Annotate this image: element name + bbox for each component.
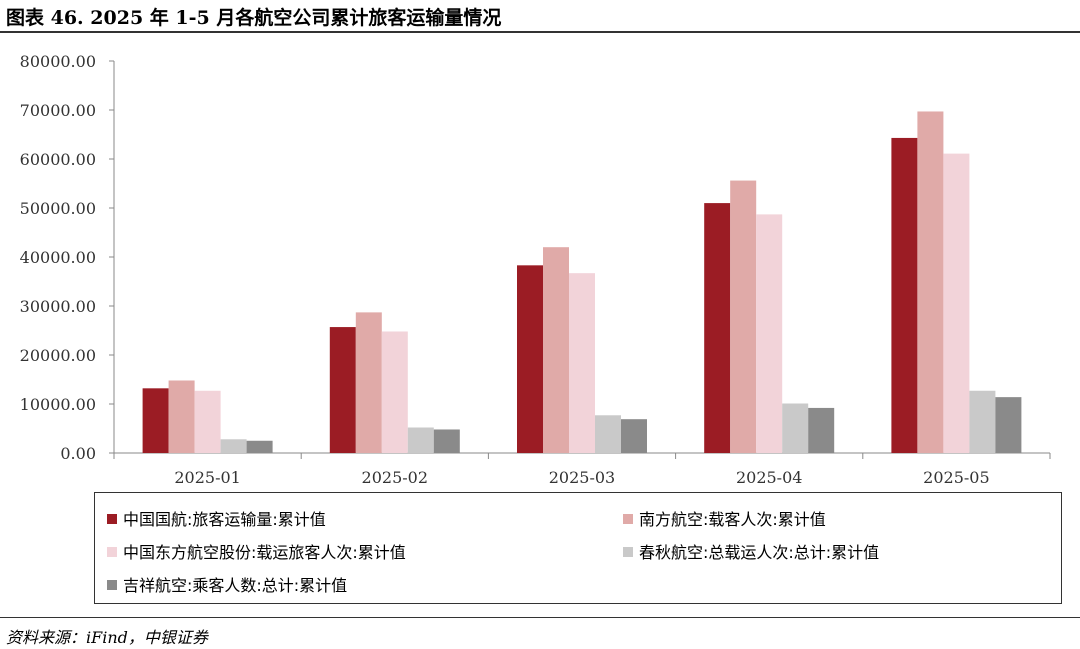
title-bar: 图表 46. 2025 年 1-5 月各航空公司累计旅客运输量情况 [0,0,1080,33]
bar-2025-01-series-1 [168,380,195,453]
legend-label-spring-airlines: 春秋航空:总载运人次:总计:累计值 [639,543,880,562]
y-tick-label: 20000.00 [20,346,96,365]
y-tick-label: 70000.00 [20,101,96,120]
bar-2025-01-series-4 [246,440,273,453]
x-tick-label: 2025-05 [923,468,989,487]
bar-2025-03-series-1 [543,247,569,453]
bar-2025-03-series-4 [621,419,647,453]
bar-2025-05-series-4 [995,397,1022,453]
bar-2025-04-series-3 [782,403,809,453]
y-tick-label: 30000.00 [20,297,96,316]
bar-2025-04-series-2 [756,214,783,453]
legend-label-air-china: 中国国航:旅客运输量:累计值 [123,510,326,529]
bar-2025-05-series-0 [891,137,918,453]
y-tick-label: 60000.00 [20,150,96,169]
y-tick-label: 0.00 [60,444,96,463]
legend-swatch-air-china [107,514,117,524]
y-tick-label: 40000.00 [20,248,96,267]
bar-2025-02-series-2 [381,331,408,453]
legend-item-spring-airlines: 春秋航空:总载运人次:总计:累计值 [623,539,879,563]
bar-2025-05-series-1 [917,111,944,453]
y-tick-label: 50000.00 [20,199,96,218]
legend-item-china-southern: 南方航空:载客人次:累计值 [623,506,826,530]
legend-swatch-china-eastern [107,547,117,557]
bar-2025-02-series-3 [407,427,434,453]
x-tick-label: 2025-01 [174,468,240,487]
bar-2025-03-series-2 [569,273,595,453]
legend-label-juneyao: 吉祥航空:乘客人数:总计:累计值 [123,576,348,595]
legend-swatch-spring-airlines [623,547,633,557]
bar-2025-01-series-0 [142,388,169,453]
bar-2025-01-series-2 [194,390,221,453]
bar-2025-01-series-3 [220,439,247,453]
legend-item-juneyao: 吉祥航空:乘客人数:总计:累计值 [107,572,347,596]
x-tick-label: 2025-04 [736,468,802,487]
legend: 中国国航:旅客运输量:累计值 南方航空:载客人次:累计值 中国东方航空股份:载运… [94,492,1062,604]
bar-2025-05-series-2 [943,153,970,454]
legend-label-china-southern: 南方航空:载客人次:累计值 [639,510,826,529]
legend-label-china-eastern: 中国东方航空股份:载运旅客人次:累计值 [123,543,406,562]
legend-item-air-china: 中国国航:旅客运输量:累计值 [107,506,326,530]
source-note: 资料来源：iFind，中银证券 [0,617,1080,648]
x-tick-label: 2025-03 [549,468,615,487]
figure-title: 图表 46. 2025 年 1-5 月各航空公司累计旅客运输量情况 [6,7,502,29]
bar-2025-02-series-0 [329,327,356,453]
bar-chart: 0.00 10000.00 20000.00 30000.00 40000.00 5000… [20,52,1051,487]
bar-2025-02-series-1 [355,312,382,453]
legend-swatch-juneyao [107,580,117,590]
bar-2025-02-series-4 [433,429,460,453]
bar-2025-04-series-4 [808,407,835,453]
x-tick-label: 2025-02 [362,468,428,487]
bar-2025-04-series-1 [730,180,757,453]
bar-2025-03-series-0 [517,265,543,453]
y-tick-label: 80000.00 [20,52,96,71]
bar-2025-05-series-3 [969,390,996,453]
y-tick-label: 10000.00 [20,395,96,414]
bar-2025-04-series-0 [704,203,731,453]
bar-2025-03-series-3 [595,415,621,453]
legend-swatch-china-southern [623,514,633,524]
legend-item-china-eastern: 中国东方航空股份:载运旅客人次:累计值 [107,539,406,563]
